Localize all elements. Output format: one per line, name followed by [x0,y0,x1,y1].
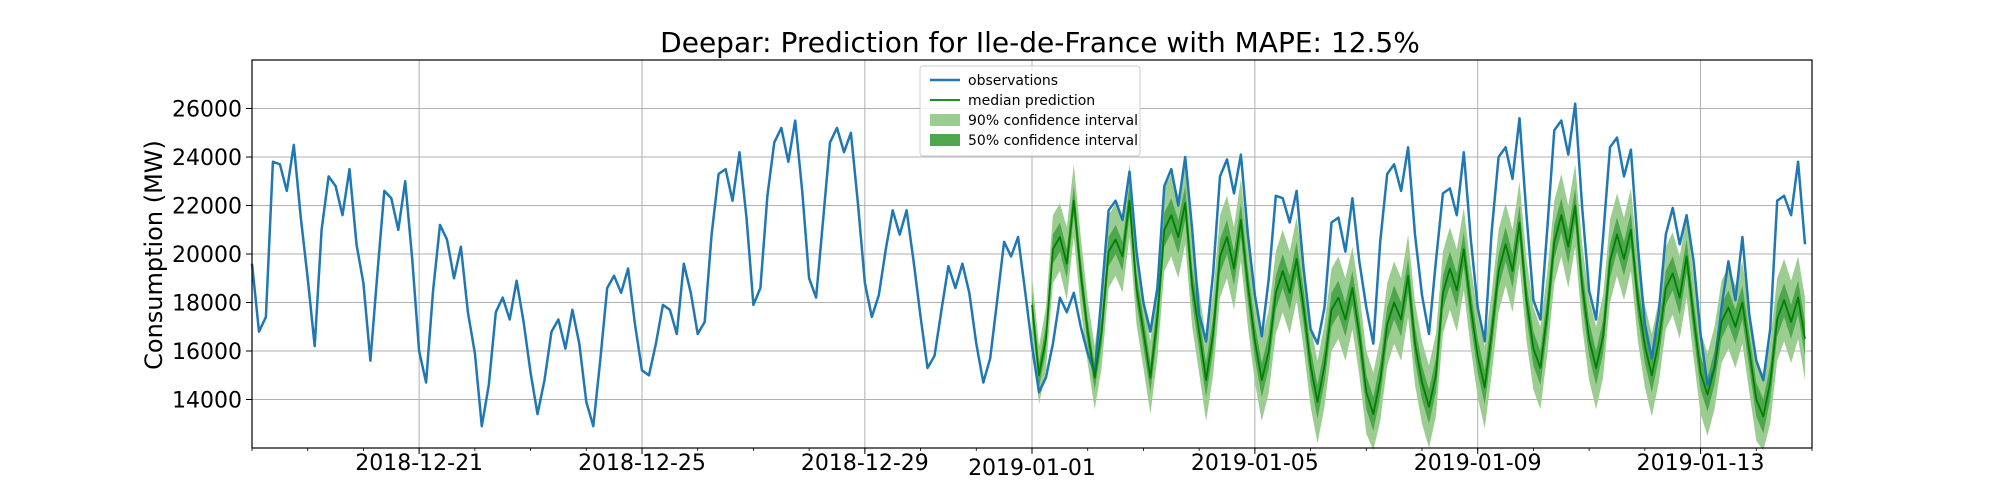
y-tick-label: 24000 [172,146,242,171]
legend-ci90-swatch [930,114,960,126]
x-tick-label: 2019-01-01 [968,456,1096,481]
y-tick-label: 18000 [172,292,242,317]
median-series [1031,199,1806,418]
legend: observations median prediction 90% confi… [919,65,1141,157]
observations-line [250,102,1807,428]
legend-ci50-swatch [930,134,960,146]
y-tick-label: 16000 [172,340,242,365]
x-tick-label: 2018-12-29 [801,451,929,476]
chart-title: Deepar: Prediction for Ile-de-France wit… [660,26,1420,59]
legend-frame [919,65,1141,157]
y-tick-label: 26000 [172,98,242,123]
observations-series [250,102,1807,428]
ci50-area [1032,186,1805,434]
y-axis-label: Consumption (MW) [140,140,168,370]
x-tick-label: 2018-12-25 [578,451,706,476]
legend-ci50-label: 50% confidence interval [968,133,1138,149]
y-tick-label: 22000 [172,195,242,220]
ci50-band [1032,186,1805,434]
y-tick-label: 20000 [172,243,242,268]
x-tick-label: 2019-01-13 [1637,451,1765,476]
legend-observations-label: observations [968,73,1058,89]
x-tick-label: 2019-01-05 [1191,451,1319,476]
median-line [1031,199,1806,418]
axis-ticks: 14000 16000 18000 20000 22000 24000 26000 2018-… [172,98,1813,481]
y-tick-label: 14000 [172,389,242,414]
x-tick-label: 2018-12-21 [355,451,483,476]
legend-median-label: median prediction [968,93,1095,109]
legend-ci90-label: 90% confidence interval [968,113,1138,129]
x-tick-label: 2019-01-09 [1414,451,1542,476]
